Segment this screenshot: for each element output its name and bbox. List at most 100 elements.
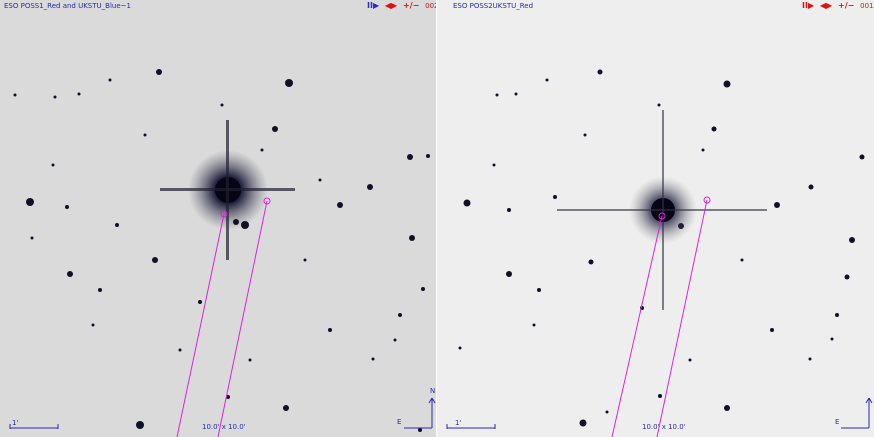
right-image-title: ESO POSS2UKSTU_Red: [453, 2, 534, 10]
star: [711, 126, 717, 132]
right-compass: [841, 397, 873, 429]
left-star-field: [13, 69, 430, 432]
right-fov-label: 10.0' x 10.0': [642, 423, 686, 431]
star: [701, 148, 705, 152]
star: [506, 271, 512, 277]
star: [152, 257, 158, 263]
star: [328, 328, 332, 332]
star: [53, 95, 57, 99]
star: [337, 202, 343, 208]
star: [514, 92, 518, 96]
star: [318, 178, 322, 182]
star: [220, 103, 224, 107]
star: [770, 328, 774, 332]
star: [421, 287, 425, 291]
star: [553, 195, 557, 199]
right-image-panel[interactable]: ESO POSS2UKSTU_Red II▶ ◀▶ +/− 001 1' 10.…: [437, 0, 874, 437]
star: [532, 323, 536, 327]
star: [108, 78, 112, 82]
star: [156, 69, 162, 75]
star: [808, 184, 814, 190]
star: [492, 163, 496, 167]
star: [115, 223, 119, 227]
star: [98, 288, 102, 292]
left-sky-image: [9, 69, 436, 437]
pause-play-button[interactable]: II▶: [802, 1, 815, 10]
star: [248, 358, 252, 362]
star: [65, 205, 69, 209]
star: [579, 419, 587, 427]
star: [77, 92, 81, 96]
star: [658, 394, 662, 398]
star: [588, 259, 594, 265]
star: [774, 202, 780, 208]
star: [537, 288, 541, 292]
step-button[interactable]: ◀▶: [819, 1, 833, 10]
star: [51, 163, 55, 167]
star: [285, 79, 293, 87]
star: [724, 405, 730, 411]
star: [418, 428, 422, 432]
step-button[interactable]: ◀▶: [384, 1, 398, 10]
star: [178, 348, 182, 352]
star: [426, 154, 430, 158]
star: [398, 313, 402, 317]
star: [260, 148, 264, 152]
star: [458, 346, 462, 350]
right-controls: II▶ ◀▶ +/− 001: [799, 1, 874, 10]
star: [30, 236, 34, 240]
star: [844, 274, 850, 280]
star: [283, 405, 289, 411]
star: [367, 184, 373, 190]
star: [657, 103, 661, 107]
left-controls: II▶ ◀▶ +/− 002: [364, 1, 437, 10]
left-compass: [404, 397, 436, 429]
star: [545, 78, 549, 82]
star: [198, 300, 202, 304]
right-star-field: [458, 69, 865, 427]
pause-play-button[interactable]: II▶: [367, 1, 380, 10]
star: [67, 271, 73, 277]
right-overlay-lines: [611, 196, 711, 437]
star: [136, 421, 144, 429]
left-overlay-lines: [176, 197, 271, 437]
right-scale-label: 1': [455, 419, 462, 427]
star: [371, 357, 375, 361]
zoom-button[interactable]: +/−: [838, 1, 855, 10]
star: [13, 93, 17, 97]
star: [808, 357, 812, 361]
star: [463, 199, 471, 207]
left-compass-north: N: [430, 387, 436, 395]
star: [507, 208, 511, 212]
star: [688, 358, 692, 362]
star: [849, 237, 855, 243]
star: [143, 133, 147, 137]
star: [723, 80, 731, 88]
left-scale-label: 1': [12, 419, 19, 427]
star: [91, 323, 95, 327]
star: [407, 154, 413, 160]
frame-number: 002: [425, 2, 437, 10]
right-scale-bar: [446, 424, 496, 429]
left-compass-east: E: [397, 418, 402, 426]
star: [26, 198, 34, 206]
bright-star: [160, 120, 295, 260]
zoom-button[interactable]: +/−: [403, 1, 420, 10]
left-fov-label: 10.0' x 10.0': [202, 423, 246, 431]
left-scale-bar: [9, 424, 59, 429]
star: [605, 410, 609, 414]
bright-star: [557, 110, 767, 310]
star: [583, 133, 587, 137]
star: [830, 337, 834, 341]
star: [859, 154, 865, 160]
star: [393, 338, 397, 342]
right-sky-image: [446, 69, 873, 437]
right-compass-east: E: [835, 418, 840, 426]
star: [740, 258, 744, 262]
star: [409, 235, 415, 241]
left-image-title: ESO POSS1_Red and UKSTU_Blue~1: [4, 2, 131, 10]
star: [272, 126, 278, 132]
left-image-panel[interactable]: ESO POSS1_Red and UKSTU_Blue~1 II▶ ◀▶ +/…: [0, 0, 437, 437]
star: [303, 258, 307, 262]
star: [495, 93, 499, 97]
